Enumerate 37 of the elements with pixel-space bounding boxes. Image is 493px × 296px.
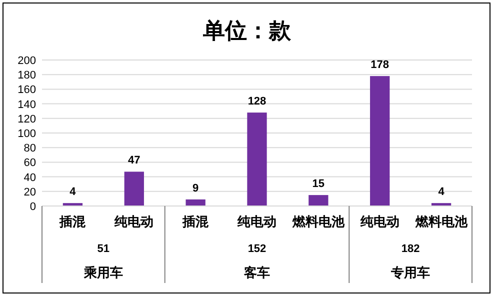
x-tick-label: 纯电动 bbox=[236, 214, 276, 229]
text: 182 bbox=[401, 243, 420, 255]
y-tick-label: 20 bbox=[24, 186, 36, 198]
x-tick-label: 纯电动 bbox=[114, 214, 154, 229]
y-tick-label: 100 bbox=[18, 128, 36, 140]
bar bbox=[186, 199, 206, 206]
data-label: 4 bbox=[70, 186, 77, 198]
data-label: 128 bbox=[248, 96, 266, 108]
x-tick-label: 插混 bbox=[58, 214, 87, 229]
text: 152 bbox=[248, 243, 266, 255]
y-tick-label: 120 bbox=[18, 113, 36, 126]
y-tick-label: 200 bbox=[18, 55, 36, 67]
bar bbox=[370, 76, 390, 206]
x-tick-label: 燃料电池 bbox=[414, 214, 468, 229]
data-label: 178 bbox=[370, 59, 390, 72]
x-tick-label: 纯电动 bbox=[359, 214, 400, 229]
text: 专用车 bbox=[390, 265, 430, 280]
x-tick-label: 燃料电池 bbox=[291, 214, 346, 229]
data-label: 9 bbox=[192, 182, 199, 194]
data-label: 4 bbox=[438, 186, 446, 198]
y-tick-label: 180 bbox=[18, 70, 36, 82]
y-tick-label: 40 bbox=[24, 172, 36, 184]
x-tick-label: 插混 bbox=[182, 214, 210, 229]
y-tick-label: 0 bbox=[30, 201, 36, 213]
chart-title: 单位：款 bbox=[202, 18, 292, 43]
y-tick-label: 60 bbox=[24, 157, 36, 170]
bar bbox=[247, 112, 267, 206]
y-tick-label: 160 bbox=[18, 84, 36, 96]
text: 乘用车 bbox=[82, 265, 123, 280]
data-label: 15 bbox=[312, 178, 325, 190]
text: 51 bbox=[97, 243, 110, 255]
y-tick-label: 140 bbox=[18, 98, 36, 111]
y-tick-label: 80 bbox=[24, 142, 36, 155]
text: 客车 bbox=[243, 265, 270, 280]
bar bbox=[308, 195, 328, 206]
bar bbox=[124, 172, 144, 206]
data-label: 47 bbox=[128, 154, 140, 167]
